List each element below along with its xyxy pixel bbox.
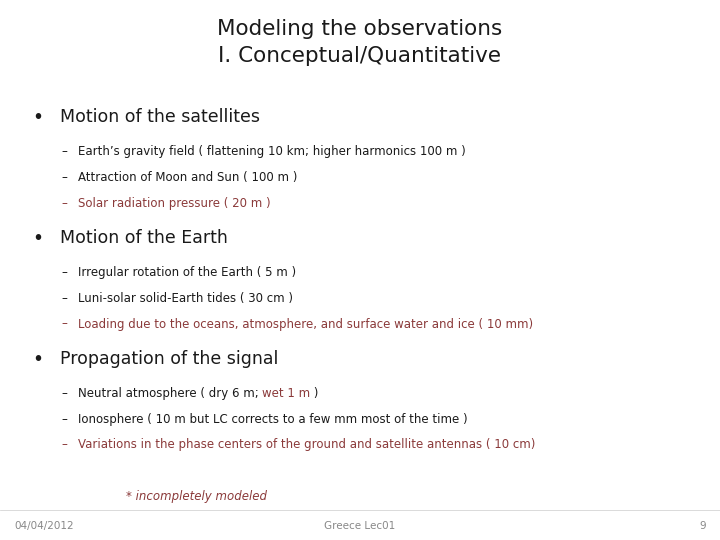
Text: Ionosphere ( 10 m but LC corrects to a few mm most of the time ): Ionosphere ( 10 m but LC corrects to a f… <box>78 413 467 426</box>
Text: •: • <box>32 108 43 127</box>
Text: Loading due to the oceans, atmosphere, and surface water and ice ( 10 mm): Loading due to the oceans, atmosphere, a… <box>78 318 533 330</box>
Text: Solar radiation pressure ( 20 m ): Solar radiation pressure ( 20 m ) <box>78 197 271 210</box>
Text: –: – <box>61 197 67 210</box>
Text: •: • <box>32 229 43 248</box>
Text: –: – <box>61 292 67 305</box>
Text: –: – <box>61 438 67 451</box>
Text: 9: 9 <box>699 521 706 531</box>
Text: –: – <box>61 413 67 426</box>
Text: Propagation of the signal: Propagation of the signal <box>60 350 278 368</box>
Text: Motion of the satellites: Motion of the satellites <box>60 108 260 126</box>
Text: –: – <box>61 145 67 158</box>
Text: wet 1 m: wet 1 m <box>262 387 310 400</box>
Text: Luni-solar solid-Earth tides ( 30 cm ): Luni-solar solid-Earth tides ( 30 cm ) <box>78 292 293 305</box>
Text: * incompletely modeled: * incompletely modeled <box>126 490 267 503</box>
Text: –: – <box>61 266 67 279</box>
Text: Greece Lec01: Greece Lec01 <box>325 521 395 531</box>
Text: Irregular rotation of the Earth ( 5 m ): Irregular rotation of the Earth ( 5 m ) <box>78 266 296 279</box>
Text: Earth’s gravity field ( flattening 10 km; higher harmonics 100 m ): Earth’s gravity field ( flattening 10 km… <box>78 145 466 158</box>
Text: Modeling the observations: Modeling the observations <box>217 19 503 39</box>
Text: •: • <box>32 350 43 369</box>
Text: Motion of the Earth: Motion of the Earth <box>60 229 228 247</box>
Text: Neutral atmosphere ( dry 6 m;: Neutral atmosphere ( dry 6 m; <box>78 387 262 400</box>
Text: Attraction of Moon and Sun ( 100 m ): Attraction of Moon and Sun ( 100 m ) <box>78 171 297 184</box>
Text: –: – <box>61 171 67 184</box>
Text: ): ) <box>310 387 319 400</box>
Text: –: – <box>61 318 67 330</box>
Text: –: – <box>61 387 67 400</box>
Text: Variations in the phase centers of the ground and satellite antennas ( 10 cm): Variations in the phase centers of the g… <box>78 438 535 451</box>
Text: I. Conceptual/Quantitative: I. Conceptual/Quantitative <box>218 46 502 66</box>
Text: 04/04/2012: 04/04/2012 <box>14 521 74 531</box>
